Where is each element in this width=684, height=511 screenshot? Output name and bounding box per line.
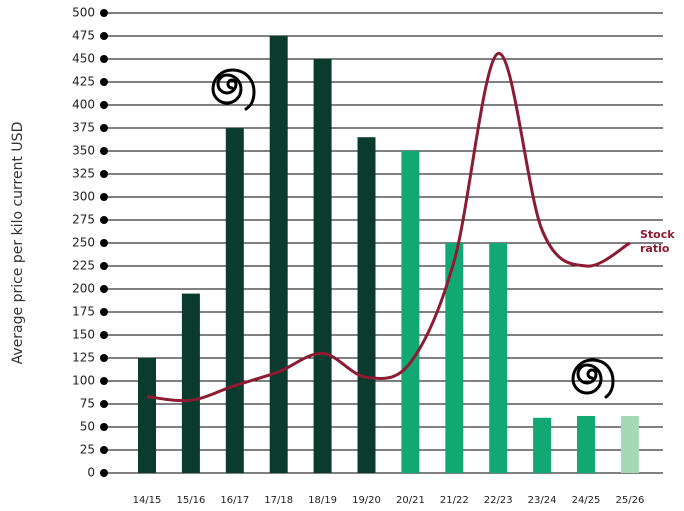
bar [269,36,288,473]
tick-dot [100,216,108,224]
x-tick-label: 20/21 [396,495,425,506]
tick-dot [100,32,108,40]
x-tick-label: 15/16 [176,495,205,506]
x-tick-label: 16/17 [220,495,249,506]
x-tick-label: 19/20 [352,495,381,506]
x-tick-label: 25/26 [615,495,644,506]
x-tick-label: 21/22 [440,495,469,506]
y-tick-label: 300 [72,190,95,204]
y-tick-label: 475 [72,29,95,43]
y-tick-label: 200 [72,282,95,296]
tick-dot [100,446,108,454]
y-axis-label: Average price per kilo current USD [10,122,26,365]
bar [445,243,464,473]
bar [357,137,376,473]
tick-dot [100,78,108,86]
tick-dot [100,377,108,385]
y-tick-label: 350 [72,144,95,158]
x-tick-label: 24/25 [572,495,601,506]
y-tick-label: 50 [80,420,95,434]
bar [313,59,332,473]
x-tick-label: 18/19 [308,495,337,506]
tick-dot [100,262,108,270]
y-tick-label: 375 [72,121,95,135]
y-tick-label: 225 [72,259,95,273]
x-tick-label: 22/23 [484,495,513,506]
tick-dot [100,124,108,132]
tick-dot [100,193,108,201]
x-tick-label: 17/18 [264,495,293,506]
tick-dot [100,147,108,155]
tick-dot [100,101,108,109]
bar [401,151,420,473]
bar [577,415,595,473]
bar [620,415,639,473]
tick-dot [100,354,108,362]
y-tick-label: 400 [72,98,95,112]
x-tick-label: 14/15 [133,495,162,506]
bar [181,293,200,473]
y-tick-label: 175 [72,305,95,319]
y-tick-label: 75 [80,397,95,411]
tick-dot [100,9,108,17]
y-tick-label: 100 [72,374,95,388]
bar [225,128,244,473]
tick-dot [100,423,108,431]
y-tick-label: 250 [72,236,95,250]
bar [533,417,552,473]
bar [489,243,508,473]
x-tick-label: 23/24 [528,495,557,506]
bar [138,358,156,473]
y-tick-label: 0 [87,466,95,480]
tick-dot [100,170,108,178]
tick-dot [100,400,108,408]
spiral-icon [211,68,615,399]
tick-dot [100,55,108,63]
tick-dot [100,331,108,339]
y-tick-label: 25 [80,443,95,457]
line-legend: Stock ratio [640,228,675,255]
stock-ratio-line [146,52,631,403]
tick-dot [100,308,108,316]
y-tick-label: 500 [72,6,95,20]
y-tick-label: 450 [72,52,95,66]
tick-dot [100,285,108,293]
y-tick-label: 425 [72,75,95,89]
tick-dot [100,469,108,477]
y-tick-label: 150 [72,328,95,342]
tick-dot [100,239,108,247]
y-tick-label: 275 [72,213,95,227]
y-tick-label: 125 [72,351,95,365]
y-tick-label: 325 [72,167,95,181]
